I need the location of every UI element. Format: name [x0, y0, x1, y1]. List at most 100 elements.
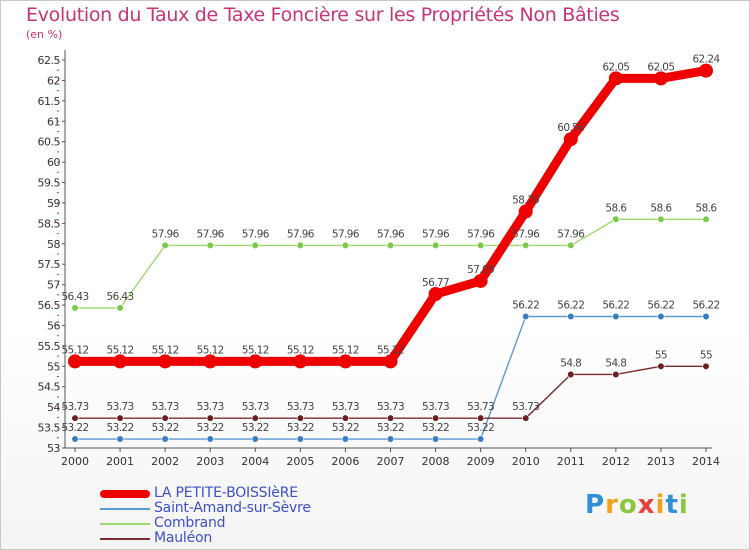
data-point — [702, 312, 710, 321]
x-tick-label: 2010 — [512, 455, 540, 468]
data-label: 54.8 — [605, 357, 626, 369]
data-label: 57.96 — [287, 228, 315, 240]
x-tick-label: 2013 — [647, 455, 675, 468]
data-point — [386, 414, 395, 422]
data-point — [477, 241, 485, 250]
data-label: 57.09 — [467, 264, 494, 276]
data-point — [206, 241, 214, 250]
y-tick-label: 55.5 — [38, 340, 61, 353]
y-tick-label: 55 — [47, 360, 60, 373]
data-label: 55.12 — [197, 344, 224, 356]
data-label: 57.96 — [152, 228, 180, 240]
y-tick-label: 56.5 — [38, 299, 61, 312]
data-point — [161, 414, 169, 422]
legend-label: Mauléon — [154, 530, 213, 546]
logo-letter: r — [605, 490, 619, 520]
data-label: 53.22 — [287, 422, 314, 434]
data-label: 53.73 — [467, 401, 494, 413]
data-point — [657, 215, 665, 223]
data-label: 53.73 — [287, 401, 314, 413]
data-point — [341, 414, 350, 422]
data-point — [158, 354, 173, 369]
legend-swatch — [100, 523, 150, 525]
data-point — [293, 354, 308, 369]
x-tick-label: 2005 — [286, 455, 314, 468]
data-label: 57.96 — [467, 228, 495, 240]
data-label: 57.96 — [197, 228, 225, 240]
y-tick-label: 58.5 — [38, 217, 61, 230]
x-tick-label: 2008 — [422, 455, 450, 468]
data-point — [567, 241, 575, 250]
data-point — [116, 304, 124, 312]
data-label: 53.22 — [242, 422, 269, 434]
data-point — [71, 435, 79, 443]
y-tick-label: 61.5 — [38, 95, 61, 108]
data-point — [296, 414, 304, 422]
data-label: 56.22 — [512, 299, 539, 311]
data-label: 56.77 — [422, 277, 449, 289]
data-point — [251, 241, 259, 250]
data-point — [702, 215, 710, 223]
data-label: 53.22 — [107, 422, 134, 434]
y-tick-label: 57.5 — [38, 258, 61, 271]
data-point — [248, 354, 263, 369]
data-point — [612, 312, 620, 321]
data-label: 58.79 — [512, 195, 539, 207]
data-point — [567, 312, 575, 321]
logo-letter: P — [585, 490, 606, 520]
legend-swatch — [100, 490, 150, 498]
data-point — [477, 414, 485, 422]
legend-swatch — [100, 508, 150, 510]
logo-letter: t — [665, 490, 679, 520]
data-point — [657, 362, 665, 370]
data-label: 55.12 — [377, 344, 404, 356]
data-point — [702, 362, 710, 370]
data-point — [383, 354, 398, 369]
data-point — [296, 241, 304, 250]
data-label: 56.22 — [692, 299, 719, 311]
data-point — [206, 414, 214, 422]
y-tick-label: 54.5 — [38, 381, 61, 394]
data-point — [116, 435, 124, 443]
logo-letter: i — [655, 490, 666, 520]
legend-label: Saint-Amand-sur-Sèvre — [154, 500, 311, 516]
data-label: 53.73 — [422, 401, 449, 413]
data-label: 56.43 — [61, 291, 88, 303]
data-point — [477, 435, 485, 443]
data-point — [161, 435, 169, 443]
y-axis-unit: (en %) — [26, 28, 63, 41]
x-tick-label: 2012 — [602, 455, 630, 468]
logo-letter: x — [637, 490, 656, 520]
y-tick-label: 61 — [47, 115, 60, 128]
data-label: 53.73 — [152, 401, 179, 413]
data-label: 55.12 — [61, 344, 88, 356]
x-tick-label: 2009 — [467, 455, 495, 468]
legend-label: Combrand — [154, 515, 226, 531]
data-point — [341, 241, 350, 250]
data-label: 56.22 — [557, 299, 584, 311]
data-point — [563, 132, 578, 147]
y-tick-label: 60.5 — [38, 136, 61, 149]
data-label: 57.96 — [557, 228, 585, 240]
chart-title: Evolution du Taux de Taxe Foncière sur l… — [26, 4, 620, 26]
data-point — [612, 370, 620, 379]
data-point — [612, 215, 620, 223]
data-point — [386, 435, 395, 443]
y-tick-label: 53 — [47, 442, 60, 455]
data-point — [428, 287, 443, 302]
data-label: 53.22 — [152, 422, 179, 434]
data-point — [657, 312, 665, 321]
data-label: 53.73 — [332, 401, 359, 413]
data-point — [116, 414, 124, 422]
x-tick-label: 2014 — [692, 455, 720, 468]
x-tick-label: 2006 — [331, 455, 359, 468]
x-tick-label: 2001 — [106, 455, 134, 468]
x-tick-label: 2004 — [241, 455, 269, 468]
logo-letter: i — [678, 490, 689, 520]
data-point — [161, 241, 169, 250]
data-point — [71, 304, 79, 312]
data-point — [386, 241, 395, 250]
data-label: 56.22 — [647, 299, 674, 311]
data-point — [431, 241, 440, 250]
